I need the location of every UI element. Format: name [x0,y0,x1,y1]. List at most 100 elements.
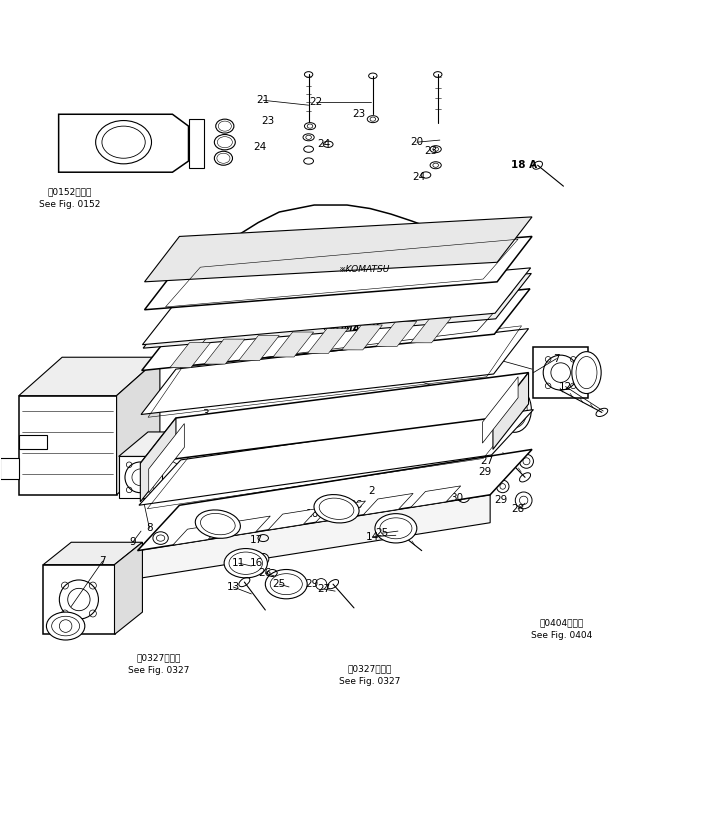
Text: 29: 29 [306,580,319,589]
Polygon shape [118,432,191,456]
Polygon shape [308,329,348,353]
Ellipse shape [215,151,233,165]
Ellipse shape [304,158,313,164]
Text: 7: 7 [553,353,560,363]
Polygon shape [118,456,162,498]
Polygon shape [137,450,532,551]
Polygon shape [19,358,160,395]
Circle shape [183,349,194,359]
Text: 5: 5 [169,445,176,455]
Text: 26: 26 [350,501,362,510]
Circle shape [428,404,439,415]
Ellipse shape [375,514,417,543]
Polygon shape [114,543,142,635]
Polygon shape [239,335,279,361]
Ellipse shape [303,134,314,141]
Text: 8: 8 [407,372,413,382]
Polygon shape [315,501,365,523]
Polygon shape [140,372,529,464]
Polygon shape [140,418,176,501]
Text: 27: 27 [318,584,331,594]
Polygon shape [363,493,413,515]
Text: 28: 28 [512,504,524,514]
Circle shape [405,445,419,459]
Polygon shape [268,509,318,530]
Text: 16: 16 [306,510,319,520]
Polygon shape [533,347,588,399]
Polygon shape [43,543,142,565]
Text: 23: 23 [261,116,275,127]
Text: 14: 14 [366,532,379,542]
Text: 29: 29 [494,496,508,506]
Text: 29: 29 [478,468,491,478]
Text: 2: 2 [368,487,375,496]
Polygon shape [273,332,313,357]
Text: 4: 4 [169,358,176,368]
Ellipse shape [498,387,531,432]
Circle shape [258,553,268,565]
Text: 5: 5 [169,380,176,390]
Text: 12: 12 [559,381,572,391]
Ellipse shape [95,121,151,164]
Text: 第0404図参照
See Fig. 0404: 第0404図参照 See Fig. 0404 [531,618,592,640]
Polygon shape [189,119,204,168]
Text: 23: 23 [353,109,365,119]
Text: 26: 26 [259,568,272,578]
Polygon shape [19,395,116,495]
Text: 19: 19 [226,261,240,270]
Polygon shape [0,459,19,479]
Polygon shape [142,289,530,371]
Text: 17: 17 [250,535,263,545]
Ellipse shape [224,548,267,578]
Polygon shape [220,516,271,538]
Text: 11: 11 [232,558,245,568]
Text: 第0327図参照
See Fig. 0327: 第0327図参照 See Fig. 0327 [128,653,189,675]
Ellipse shape [196,510,240,538]
Text: 27: 27 [480,456,494,466]
Text: 16: 16 [417,408,430,418]
Text: 25: 25 [375,529,388,538]
Ellipse shape [304,146,313,152]
Ellipse shape [323,141,333,147]
Circle shape [515,492,532,509]
Ellipse shape [430,162,441,169]
Ellipse shape [265,570,307,598]
Circle shape [519,455,533,469]
Circle shape [457,490,470,502]
Text: 3: 3 [202,409,209,419]
Text: 30: 30 [450,493,463,503]
Text: 17: 17 [407,390,420,400]
Text: 22: 22 [309,97,322,108]
Polygon shape [149,423,184,492]
Polygon shape [141,329,529,414]
Polygon shape [215,205,447,285]
Text: ※KOMATSU: ※KOMATSU [322,324,379,333]
Polygon shape [411,486,461,507]
Polygon shape [204,339,245,364]
Polygon shape [482,376,518,443]
Text: ※KOMATSU: ※KOMATSU [339,266,390,275]
Ellipse shape [421,172,431,178]
Text: 16: 16 [341,464,353,473]
Text: 24: 24 [412,172,426,182]
Polygon shape [43,565,114,635]
Text: 9: 9 [400,358,406,368]
Ellipse shape [304,122,315,130]
Polygon shape [139,409,533,506]
Polygon shape [376,321,416,346]
Polygon shape [210,249,498,265]
Text: 10: 10 [161,454,174,464]
Polygon shape [19,436,47,450]
Text: 第0327図参照
See Fig. 0327: 第0327図参照 See Fig. 0327 [339,664,401,686]
Ellipse shape [46,612,85,640]
Polygon shape [411,318,451,343]
Text: 15: 15 [394,448,407,458]
Ellipse shape [430,145,441,153]
Circle shape [125,462,156,492]
Ellipse shape [572,352,601,394]
Text: 第0152図参照
See Fig. 0152: 第0152図参照 See Fig. 0152 [39,187,100,209]
Polygon shape [59,114,189,172]
Circle shape [60,580,98,619]
Polygon shape [342,325,382,350]
Text: 8: 8 [146,524,153,533]
